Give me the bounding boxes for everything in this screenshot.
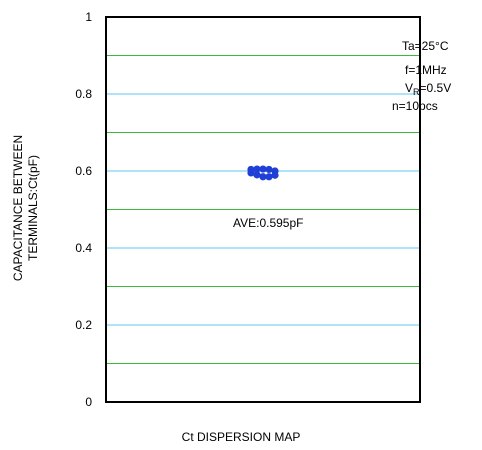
average-label: AVE:0.595pF xyxy=(233,216,304,230)
data-points xyxy=(247,165,279,181)
y-axis-label-line-1: CAPACITANCE BETWEEN xyxy=(11,135,25,281)
data-point xyxy=(253,171,261,179)
data-point xyxy=(259,165,267,173)
y-tick-label: 0.8 xyxy=(75,87,92,101)
vr-prefix: V xyxy=(405,81,413,95)
data-point xyxy=(265,173,273,181)
vr-subscript: R xyxy=(413,87,420,97)
y-tick-label: 0.2 xyxy=(75,318,92,332)
gridlines xyxy=(106,55,420,364)
condition-temperature: Ta=25°C xyxy=(402,39,449,53)
y-axis-ticks: 0 0.2 0.4 0.6 0.8 1 xyxy=(75,10,92,409)
vr-value: =0.5V xyxy=(420,81,452,95)
condition-frequency: f=1MHz xyxy=(405,63,447,77)
y-tick-label: 1 xyxy=(85,10,92,24)
data-point xyxy=(271,171,279,179)
y-tick-label: 0.4 xyxy=(75,241,92,255)
data-point xyxy=(253,165,261,173)
y-tick-label: 0 xyxy=(85,395,92,409)
condition-sample-count: n=10pcs xyxy=(392,99,438,113)
y-tick-label: 0.6 xyxy=(75,164,92,178)
data-point xyxy=(265,165,273,174)
plot-frame xyxy=(105,16,421,403)
condition-reverse-voltage: VR=0.5V xyxy=(405,81,451,97)
data-point xyxy=(247,169,255,177)
x-axis-label: Ct DISPERSION MAP xyxy=(181,430,301,444)
data-point xyxy=(259,173,267,181)
y-axis-label-line-2: TERMINALS:Ct(pF) xyxy=(26,155,40,261)
